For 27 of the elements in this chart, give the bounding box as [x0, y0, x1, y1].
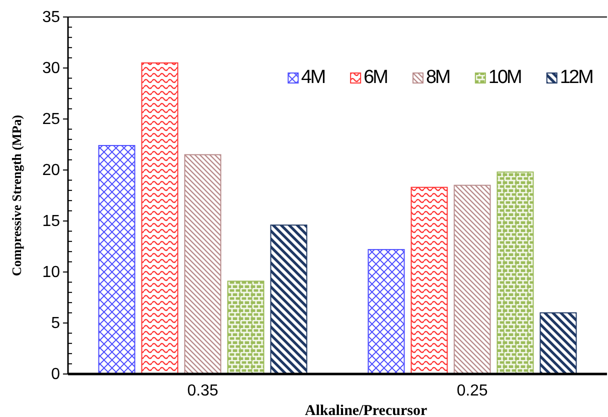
bar: [184, 154, 222, 374]
y-axis-title: Compressive Strength (MPa): [9, 114, 24, 276]
legend-label: 10M: [488, 67, 522, 88]
y-tick-label: 20: [42, 162, 60, 180]
legend-label: 6M: [364, 67, 388, 88]
bar: [368, 249, 405, 374]
x-tick-label: 0.35: [187, 382, 218, 400]
legend-label: 12M: [560, 67, 593, 88]
y-tick-label: 30: [42, 60, 60, 78]
y-tick-label: 25: [42, 111, 60, 128]
x-tick-label: 0.25: [456, 382, 488, 400]
y-tick-label: 15: [42, 213, 60, 230]
x-axis-title: Alkaline/Precursor: [304, 403, 428, 417]
bar: [270, 224, 308, 374]
bar: [141, 62, 178, 374]
bar: [410, 186, 448, 374]
y-tick-label: 35: [42, 9, 60, 26]
bar: [540, 312, 577, 374]
y-tick-label: 10: [42, 264, 60, 282]
bar: [98, 145, 136, 374]
bar: [496, 172, 534, 374]
legend-label: 8M: [426, 67, 450, 88]
y-tick-label: 0: [51, 366, 60, 384]
bar: [227, 280, 264, 374]
legend-label: 4M: [301, 67, 326, 88]
y-tick-label: 5: [51, 315, 60, 332]
bar: [454, 184, 491, 374]
